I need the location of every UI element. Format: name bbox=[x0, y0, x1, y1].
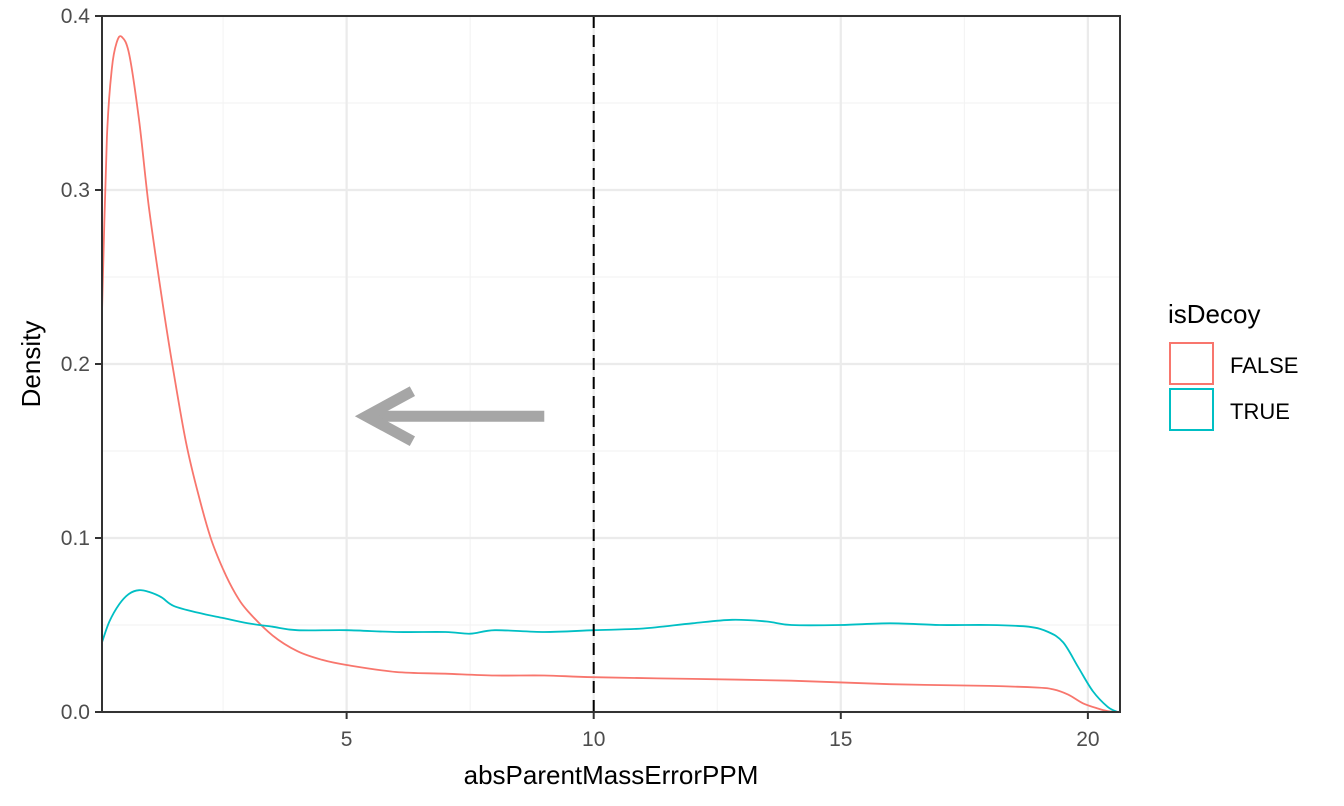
series-line-true bbox=[101, 589, 1118, 713]
x-tick-label: 5 bbox=[341, 728, 353, 751]
y-tick-label: 0.1 bbox=[61, 527, 90, 550]
axis-ticks: 5 10 15 20 0.0 0.1 0.2 0.3 0.4 bbox=[61, 5, 1100, 751]
y-tick-label: 0.4 bbox=[61, 5, 91, 28]
y-tick-label: 0.3 bbox=[61, 179, 90, 202]
legend-key-false bbox=[1169, 342, 1214, 385]
left-arrow-annotation bbox=[354, 386, 545, 447]
legend-key-true bbox=[1169, 388, 1214, 431]
x-axis-title: absParentMassErrorPPM bbox=[464, 760, 759, 790]
legend-label-true: TRUE bbox=[1230, 399, 1290, 424]
y-tick-label: 0.2 bbox=[61, 353, 90, 376]
x-tick-label: 15 bbox=[829, 728, 852, 751]
y-axis-title: Density bbox=[16, 321, 46, 408]
x-tick-label: 20 bbox=[1076, 728, 1099, 751]
x-tick-label: 10 bbox=[582, 728, 605, 751]
series-line-false bbox=[101, 35, 1118, 713]
y-tick-label: 0.0 bbox=[61, 701, 90, 724]
legend-label-false: FALSE bbox=[1230, 353, 1298, 378]
arrow-head bbox=[354, 386, 416, 447]
legend: isDecoy FALSE TRUE bbox=[1168, 299, 1298, 431]
legend-title: isDecoy bbox=[1168, 299, 1260, 329]
series-lines bbox=[101, 35, 1118, 713]
